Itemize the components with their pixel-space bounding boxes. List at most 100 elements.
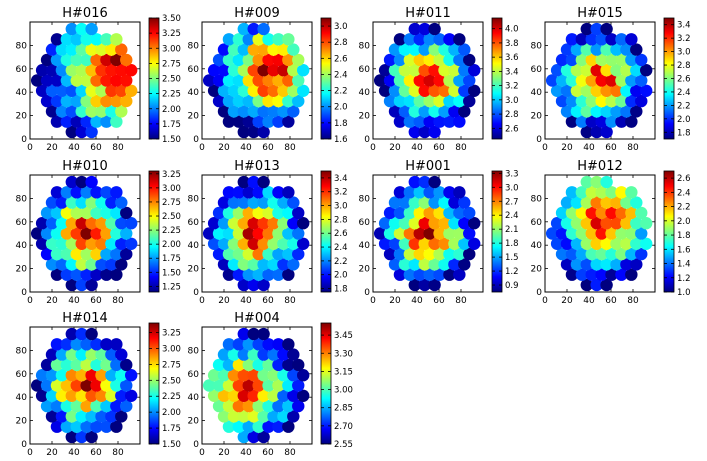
- data-point: [292, 206, 305, 220]
- data-point: [75, 430, 88, 444]
- data-point: [418, 64, 431, 77]
- data-point: [252, 358, 265, 372]
- data-point: [413, 94, 426, 108]
- data-point: [600, 125, 613, 139]
- y-tick-label: 80: [531, 41, 543, 51]
- data-point: [560, 237, 574, 250]
- data-point: [565, 206, 579, 220]
- y-tick-label: 40: [188, 88, 200, 98]
- colorbar-tick-label: 2.00: [162, 105, 181, 115]
- data-point: [408, 237, 421, 250]
- data-point: [80, 115, 93, 128]
- data-point: [408, 64, 421, 77]
- colorbar-tick-label: 1.0: [677, 288, 691, 298]
- data-point: [277, 258, 290, 271]
- data-point: [408, 258, 421, 271]
- data-point: [85, 22, 98, 36]
- data-point: [247, 369, 260, 382]
- data-point: [80, 33, 93, 46]
- data-point: [595, 33, 608, 46]
- data-point: [585, 53, 598, 67]
- data-point: [413, 206, 426, 220]
- data-point: [232, 33, 246, 46]
- data-point: [575, 94, 589, 108]
- data-point: [453, 206, 466, 220]
- data-point: [115, 84, 128, 97]
- data-point: [65, 258, 79, 271]
- data-point: [590, 22, 603, 36]
- data-point: [55, 237, 69, 250]
- data-point: [458, 237, 471, 250]
- data-point: [110, 399, 123, 413]
- x-tick-label: 80: [112, 143, 124, 153]
- data-point: [468, 64, 481, 77]
- data-point: [555, 227, 569, 240]
- data-point: [85, 258, 98, 271]
- data-point: [580, 196, 593, 209]
- data-point: [40, 247, 54, 261]
- data-point: [40, 358, 54, 372]
- data-point: [45, 105, 59, 118]
- data-point: [227, 410, 241, 423]
- data-point: [433, 115, 446, 128]
- data-point: [403, 94, 417, 108]
- data-point: [277, 348, 290, 361]
- x-tick-label: 60: [605, 296, 617, 306]
- data-point: [428, 64, 441, 77]
- data-point: [50, 33, 64, 46]
- data-point: [90, 358, 103, 372]
- data-point: [40, 227, 54, 240]
- data-point: [423, 247, 436, 261]
- colorbar-tick-label: 3.25: [162, 29, 181, 39]
- y-tick-label: 80: [188, 346, 200, 356]
- y-tick-label: 60: [531, 65, 543, 75]
- data-point: [60, 115, 74, 128]
- y-tick-label: 60: [188, 65, 200, 75]
- data-point: [232, 247, 246, 261]
- data-point: [580, 278, 593, 292]
- data-point: [247, 237, 260, 250]
- data-point: [50, 379, 64, 392]
- data-point: [438, 64, 451, 77]
- data-point: [50, 358, 64, 372]
- data-point: [110, 206, 123, 220]
- y-tick-label: 20: [188, 265, 200, 275]
- x-tick-label: 20: [46, 448, 58, 458]
- data-point: [217, 348, 231, 361]
- data-point: [257, 196, 270, 209]
- point-layer: [373, 22, 481, 139]
- y-tick-label: 0: [536, 288, 542, 298]
- data-point: [237, 237, 250, 250]
- data-point: [458, 84, 471, 97]
- data-point: [50, 420, 64, 433]
- data-point: [463, 74, 476, 87]
- y-tick-label: 0: [193, 288, 199, 298]
- data-point: [413, 186, 426, 199]
- data-point: [237, 369, 250, 382]
- data-point: [115, 389, 128, 402]
- data-point: [615, 247, 628, 261]
- data-point: [80, 399, 93, 413]
- data-point: [287, 258, 300, 271]
- data-point: [413, 74, 426, 87]
- data-point: [418, 258, 431, 271]
- colorbar-tick-label: 2.1: [505, 225, 519, 235]
- colorbar-tick-label: 3.2: [505, 82, 519, 92]
- data-point: [227, 64, 241, 77]
- data-point: [257, 125, 270, 139]
- data-point: [45, 43, 59, 56]
- data-point: [247, 84, 260, 97]
- data-point: [50, 53, 64, 67]
- data-point: [393, 33, 407, 46]
- data-point: [65, 410, 79, 423]
- y-tick-label: 40: [531, 241, 543, 251]
- data-point: [85, 217, 98, 230]
- data-point: [110, 358, 123, 372]
- data-point: [550, 84, 564, 97]
- data-point: [580, 64, 593, 77]
- data-point: [428, 125, 441, 139]
- data-point: [600, 22, 613, 36]
- data-point: [292, 94, 305, 108]
- data-point: [232, 399, 246, 413]
- data-point: [433, 53, 446, 67]
